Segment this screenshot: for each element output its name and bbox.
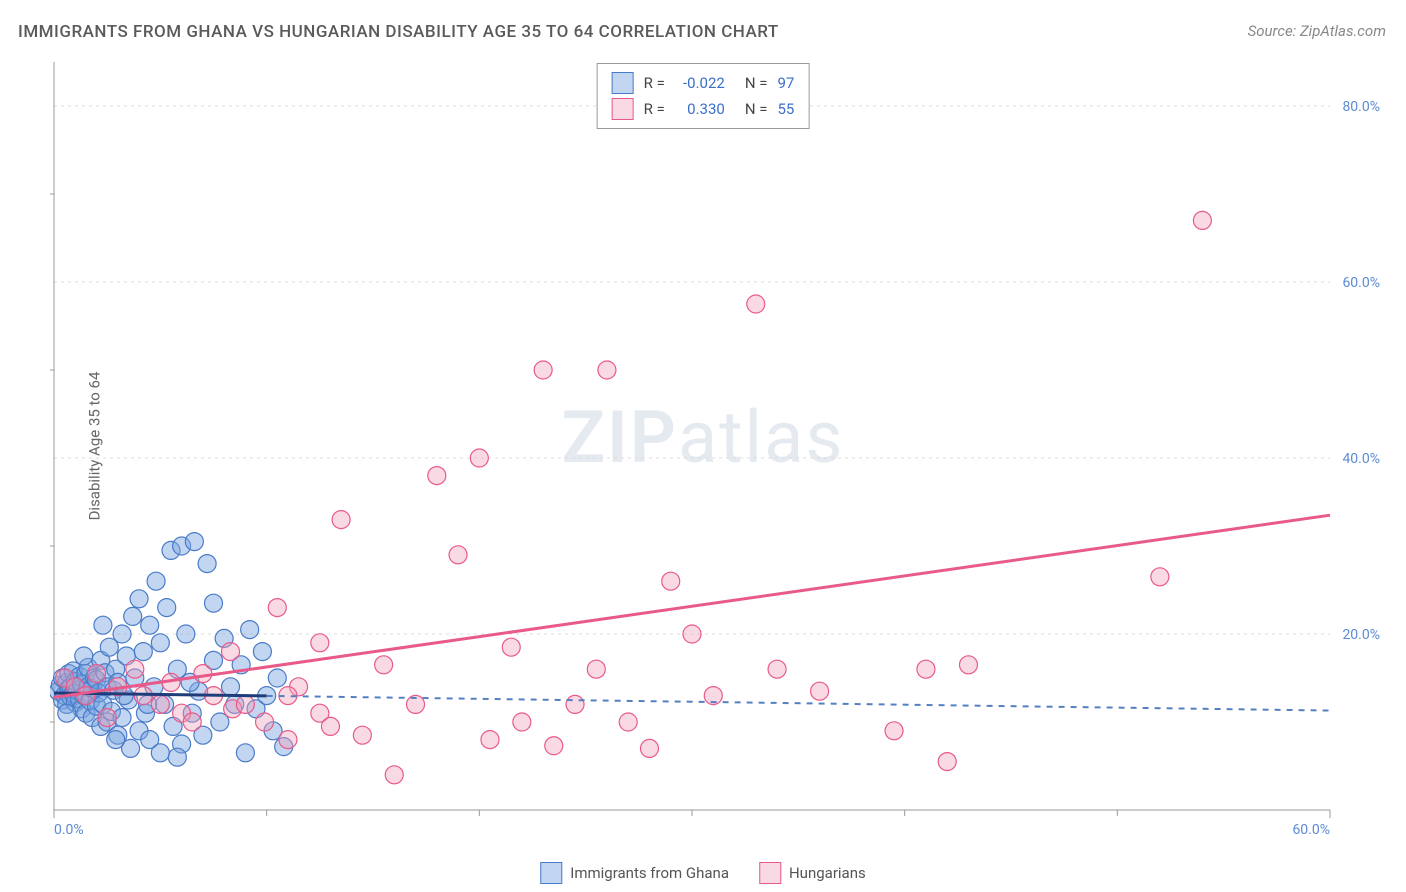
legend-swatch (759, 862, 781, 884)
svg-text:20.0%: 20.0% (1342, 627, 1380, 643)
svg-text:40.0%: 40.0% (1342, 451, 1380, 467)
correlation-legend-row: R =-0.022N =97 (612, 70, 795, 96)
legend-swatch (612, 72, 634, 94)
svg-text:80.0%: 80.0% (1342, 99, 1380, 115)
correlation-legend-row: R =0.330N =55 (612, 96, 795, 122)
legend-label: Immigrants from Ghana (570, 864, 729, 882)
chart-title: IMMIGRANTS FROM GHANA VS HUNGARIAN DISAB… (18, 22, 779, 42)
svg-text:60.0%: 60.0% (1342, 275, 1380, 291)
legend-label: Hungarians (789, 864, 866, 882)
legend-item: Immigrants from Ghana (540, 862, 729, 884)
legend-swatch (540, 862, 562, 884)
svg-text:60.0%: 60.0% (1292, 822, 1330, 838)
legend-swatch (612, 98, 634, 120)
series-legend: Immigrants from Ghana Hungarians (540, 862, 866, 884)
svg-text:0.0%: 0.0% (54, 822, 84, 838)
legend-item: Hungarians (759, 862, 866, 884)
correlation-legend: R =-0.022N =97R =0.330N =55 (597, 63, 810, 129)
source-attribution: Source: ZipAtlas.com (1248, 22, 1386, 40)
scatter-chart: 0.0% 60.0% 20.0% 40.0% 60.0% 80.0% (50, 60, 1390, 840)
